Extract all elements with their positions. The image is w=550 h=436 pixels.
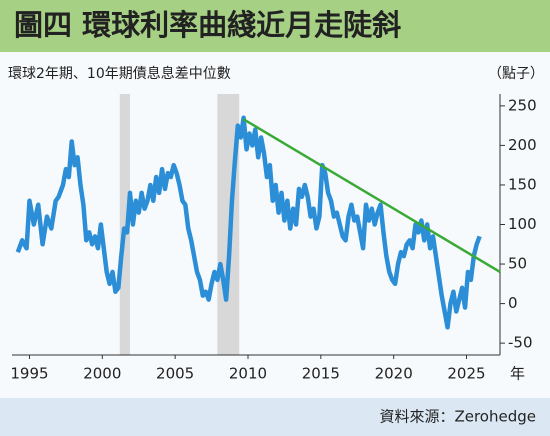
x-tick-label: 2010 [229,365,267,383]
x-tick-label: 2015 [302,365,340,383]
chart-title: 圖四 環球利率曲綫近月走陡斜 [14,8,401,42]
x-tick-label: 2025 [447,365,485,383]
y-tick-label: 250 [508,96,537,114]
title-band [0,0,550,52]
y-tick-label: 50 [508,255,527,273]
x-tick-label: 1995 [10,365,48,383]
trend-line [242,118,501,274]
x-tick-label: 2005 [156,365,194,383]
subtitle: 環球2年期、10年期債息息差中位數 [8,65,231,82]
data-line [15,115,482,330]
x-tick-label: 2020 [375,365,413,383]
y-tick-label: 0 [508,294,518,312]
y-tick-label: 150 [508,175,537,193]
source: 資料來源：Zerohedge [379,408,536,426]
y-tick-label: -50 [508,334,533,352]
shaded-period [119,94,130,355]
source-band [0,398,550,436]
x-unit: 年 [510,365,525,383]
y-unit: （點子） [488,66,544,82]
x-tick-label: 2000 [83,365,121,383]
y-tick-label: 200 [508,136,537,154]
y-tick-label: 100 [508,215,537,233]
